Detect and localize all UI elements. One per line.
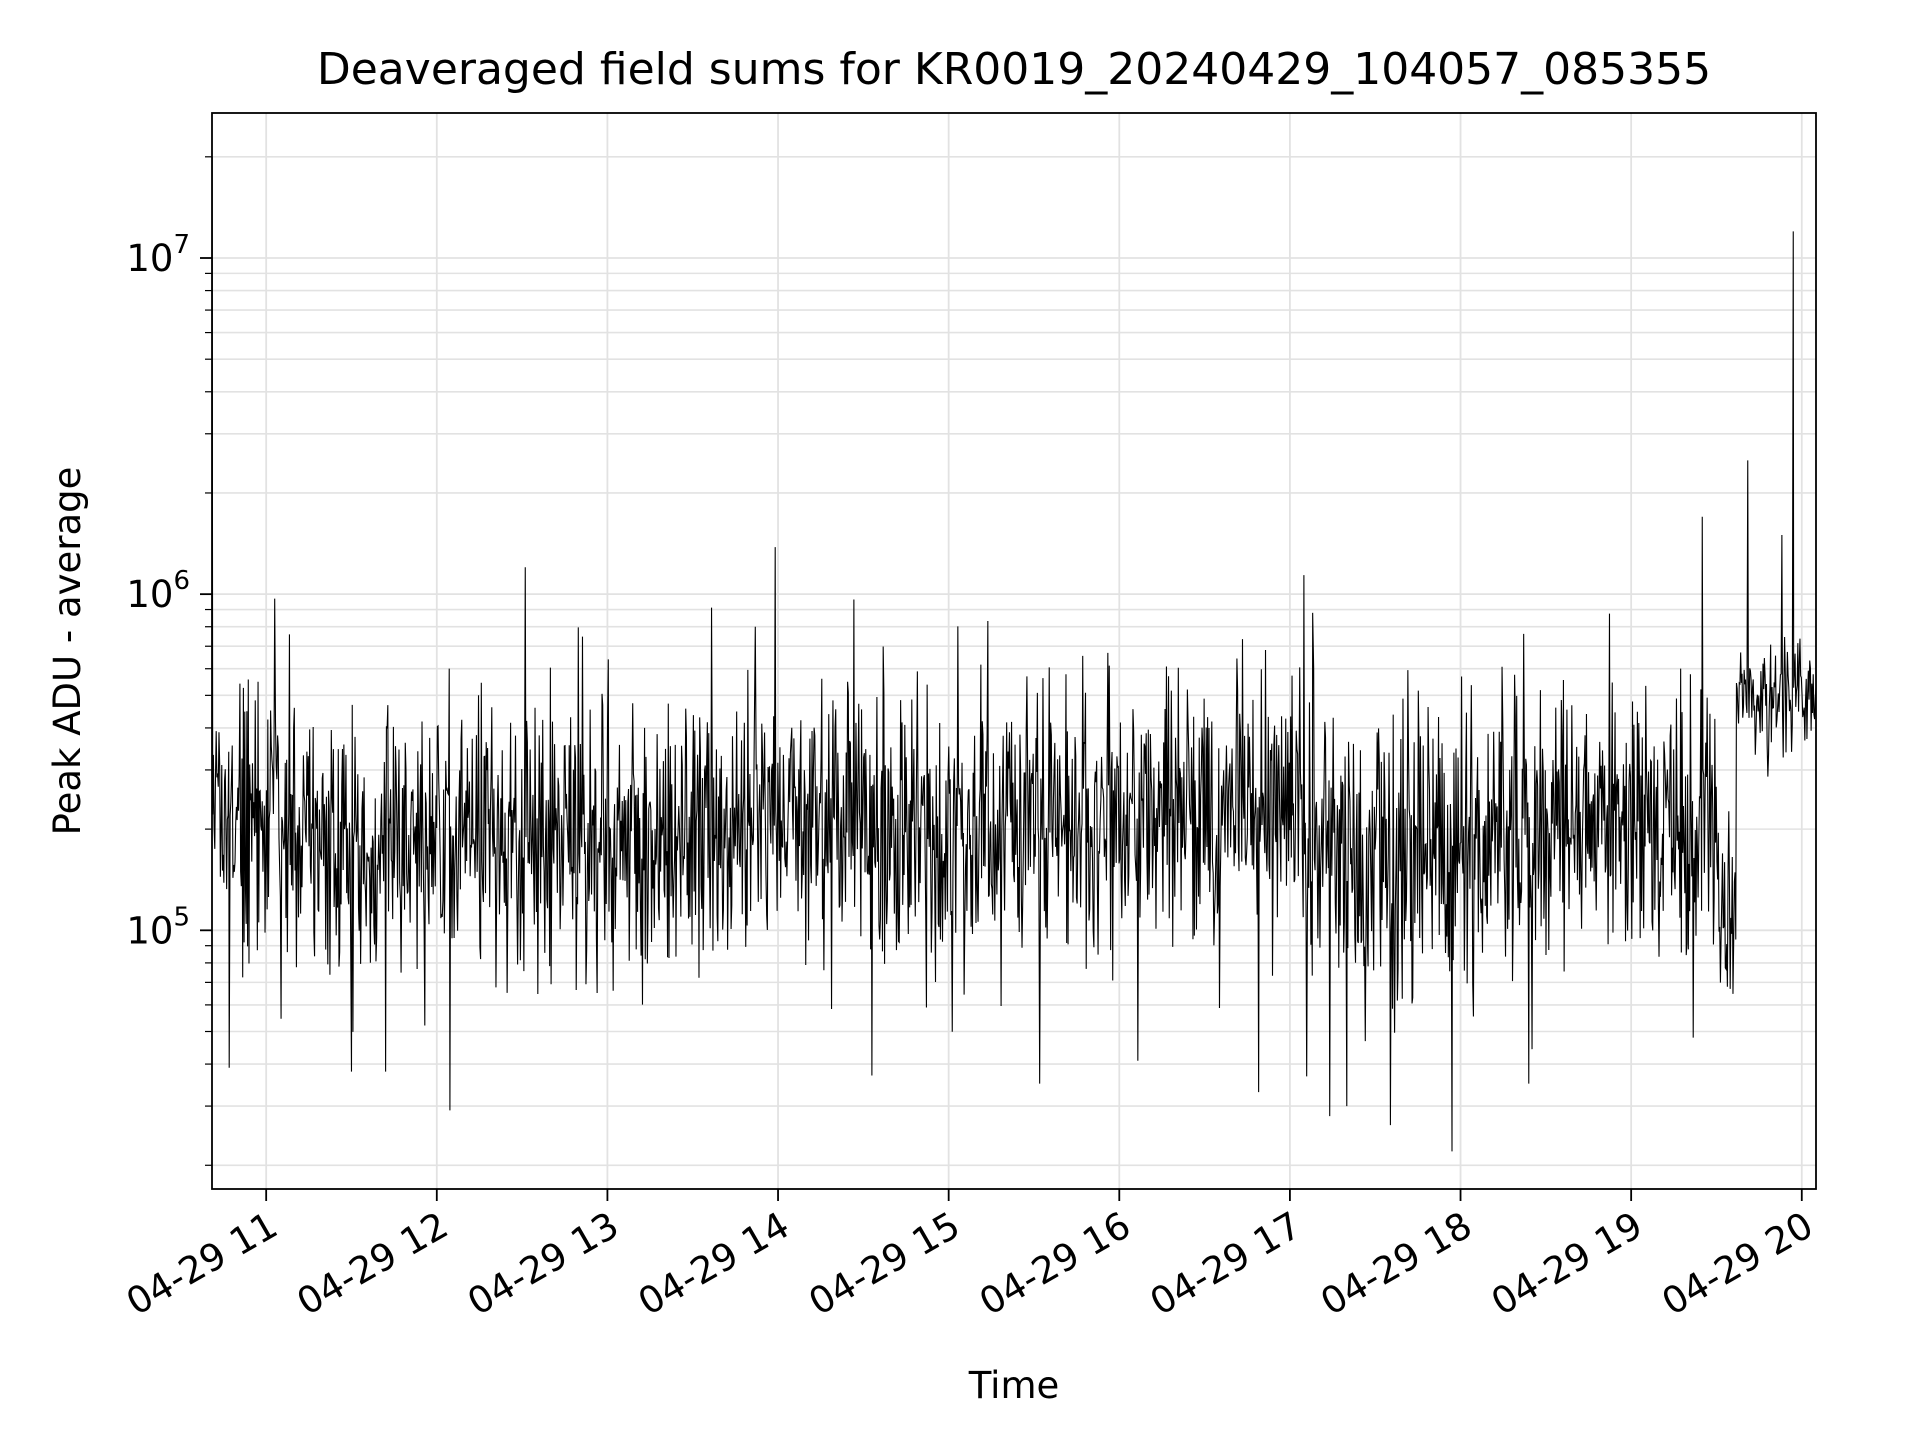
- x-tick-label: 04-29 14: [631, 1204, 797, 1324]
- x-tick-label: 04-29 15: [802, 1204, 968, 1324]
- x-tick-label: 04-29 19: [1484, 1204, 1650, 1324]
- x-axis-label: Time: [968, 1364, 1060, 1407]
- y-tick-exponent: 5: [173, 902, 190, 932]
- series-line: [211, 156, 1817, 1152]
- y-tick-base: 10: [126, 237, 173, 280]
- y-tick-label: 107: [126, 230, 190, 280]
- data-series: [211, 156, 1817, 1152]
- x-tick-label: 04-29 18: [1313, 1204, 1479, 1324]
- y-tick-base: 10: [126, 909, 173, 952]
- chart-title: Deaveraged field sums for KR0019_2024042…: [317, 44, 1711, 95]
- x-tick-label: 04-29 20: [1655, 1204, 1821, 1324]
- x-tick-label: 04-29 16: [972, 1204, 1138, 1324]
- y-tick-exponent: 6: [173, 566, 190, 596]
- plot-frame: [211, 112, 1817, 1190]
- y-tick-label: 105: [126, 902, 190, 952]
- x-tick-label: 04-29 12: [290, 1204, 456, 1324]
- y-axis-label: Peak ADU - average: [46, 467, 89, 836]
- x-tick-label: 04-29 11: [119, 1204, 285, 1324]
- x-tick-label: 04-29 13: [460, 1204, 626, 1324]
- y-tick-base: 10: [126, 573, 173, 616]
- grid-lines: [212, 113, 1816, 1189]
- x-tick-label: 04-29 17: [1143, 1204, 1309, 1324]
- x-axis: 04-29 11 04-29 12 04-29 13 04-29 14 04-29 15…: [119, 1189, 1820, 1324]
- y-tick-exponent: 7: [173, 230, 190, 260]
- y-tick-label: 106: [126, 566, 190, 616]
